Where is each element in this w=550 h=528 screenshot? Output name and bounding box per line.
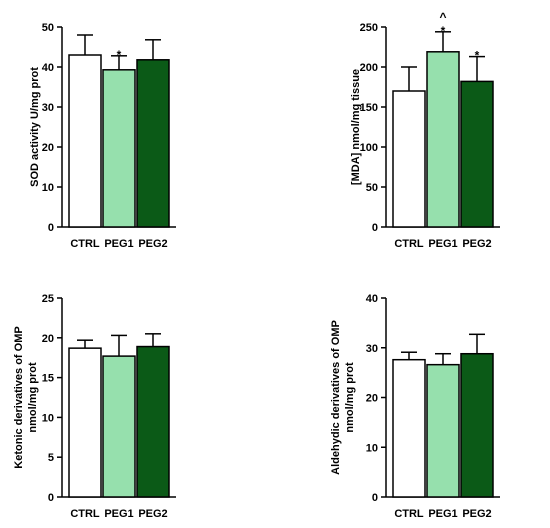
- y-tick-label: 25: [42, 293, 54, 305]
- y-axis-title-line: nmol/mg prot: [27, 362, 39, 433]
- category-label: PEG2: [138, 238, 167, 250]
- bar-peg1: [426, 51, 460, 228]
- y-axis-title-line: [MDA] nmol/mg tissue: [350, 69, 362, 185]
- y-axis-title: Aldehydic derivatives of OMP nmol/mg prot: [330, 320, 356, 475]
- y-tick-label: 30: [366, 343, 378, 355]
- category-label: CTRL: [70, 508, 100, 520]
- y-tick-label: 20: [366, 393, 378, 405]
- y-axis-title: SOD activity U/mg prot: [29, 67, 41, 187]
- category-label: PEG1: [104, 508, 133, 520]
- category-label: PEG1: [104, 238, 133, 250]
- y-axis-title-line: Aldehydic derivatives of OMP: [330, 320, 342, 475]
- category-label: CTRL: [394, 238, 424, 250]
- sod-chart: 0 10 20 30 40 50 SOD activity U/mg prot CTRL PEG…: [29, 22, 176, 250]
- significance-mark: *: [475, 49, 480, 63]
- y-tick-label: 150: [360, 102, 378, 114]
- y-tick-label: 0: [372, 492, 378, 504]
- category-label: CTRL: [394, 508, 424, 520]
- significance-mark: ^: [439, 10, 446, 24]
- mda-chart: 0 50 100 150 200 250 [MDA] nmol/mg tissue CTRL P…: [350, 10, 500, 250]
- significance-mark: *: [441, 24, 446, 38]
- bar-peg1: [102, 355, 136, 498]
- y-tick-label: 0: [372, 222, 378, 234]
- y-tick-label: 50: [366, 182, 378, 194]
- y-tick-label: 15: [42, 373, 54, 385]
- bar-ctrl: [392, 90, 426, 228]
- bar-peg2: [460, 352, 494, 498]
- category-label: CTRL: [70, 238, 100, 250]
- y-tick-label: 50: [42, 22, 54, 34]
- y-tick-label: 20: [42, 333, 54, 345]
- aldehydic-omp-chart: 0 10 20 30 40 Aldehydic derivatives of OMP nmo…: [330, 293, 500, 520]
- bar-ctrl: [68, 54, 102, 228]
- bar-peg2: [136, 345, 170, 498]
- y-tick-label: 10: [42, 412, 54, 424]
- category-label: PEG2: [138, 508, 167, 520]
- bar-peg1: [426, 363, 460, 498]
- y-tick-label: 5: [48, 452, 54, 464]
- y-tick-label: 10: [366, 442, 378, 454]
- y-tick-label: 0: [48, 492, 54, 504]
- y-tick-label: 10: [42, 182, 54, 194]
- y-axis-title-line: nmol/mg prot: [344, 362, 356, 433]
- y-tick-label: 100: [360, 142, 378, 154]
- category-label: PEG1: [428, 238, 457, 250]
- y-axis-title: [MDA] nmol/mg tissue: [350, 69, 362, 185]
- category-label: PEG1: [428, 508, 457, 520]
- y-tick-label: 40: [42, 62, 54, 74]
- category-label: PEG2: [462, 238, 491, 250]
- y-axis-title-line: SOD activity U/mg prot: [29, 67, 41, 187]
- ketonic-omp-chart: 0 5 10 15 20 25 Ketonic derivatives of OMP nmol…: [13, 293, 176, 520]
- y-tick-label: 0: [48, 222, 54, 234]
- y-tick-label: 200: [360, 62, 378, 74]
- y-tick-label: 30: [42, 102, 54, 114]
- y-tick-label: 40: [366, 293, 378, 305]
- bar-peg2: [460, 80, 494, 228]
- y-tick-label: 20: [42, 142, 54, 154]
- bar-peg1: [102, 69, 136, 228]
- y-tick-label: 250: [360, 22, 378, 34]
- bar-ctrl: [68, 347, 102, 498]
- bar-ctrl: [392, 358, 426, 498]
- y-axis-title-line: Ketonic derivatives of OMP: [13, 326, 25, 468]
- bar-peg2: [136, 59, 170, 228]
- significance-mark: *: [117, 48, 122, 62]
- y-axis-title: Ketonic derivatives of OMP nmol/mg prot: [13, 326, 39, 468]
- category-label: PEG2: [462, 508, 491, 520]
